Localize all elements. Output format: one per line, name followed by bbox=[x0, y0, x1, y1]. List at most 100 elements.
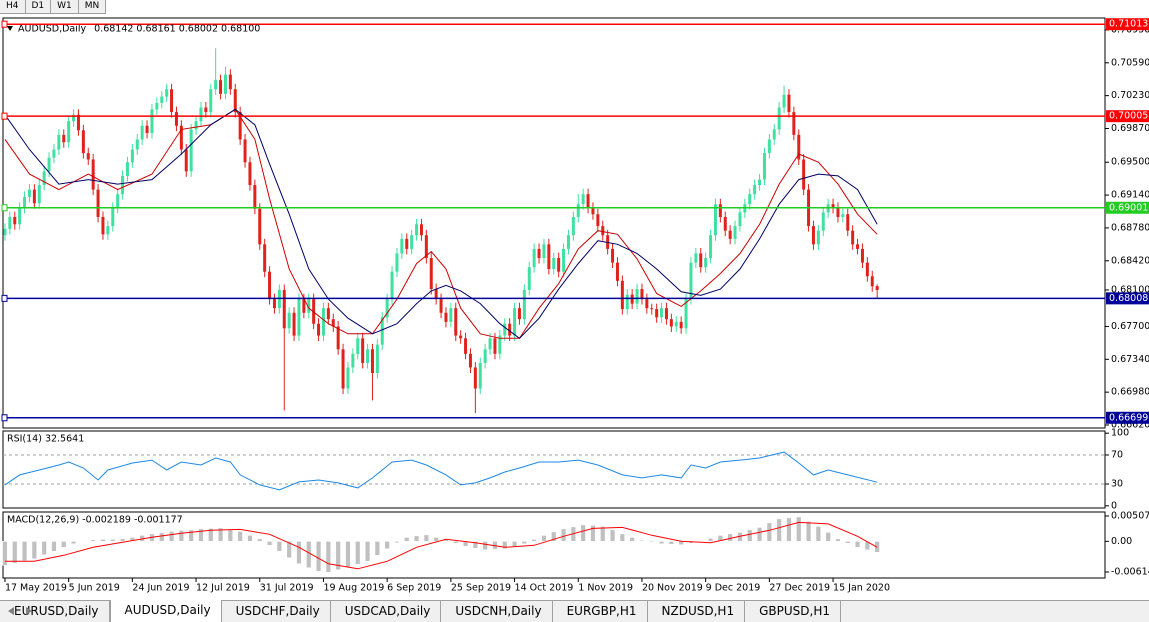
candle-body bbox=[596, 214, 600, 227]
candle-body bbox=[52, 149, 56, 158]
timeframe-button[interactable]: W1 bbox=[51, 0, 79, 14]
chart-tab[interactable]: GBPUSD,H1 bbox=[745, 601, 841, 622]
candle-body bbox=[228, 74, 232, 90]
candle-body bbox=[758, 179, 762, 186]
level-handle bbox=[1, 294, 8, 302]
macd-bar bbox=[580, 524, 586, 542]
level-label: 0.70005 bbox=[1109, 111, 1148, 122]
candle-body bbox=[816, 230, 820, 245]
candle-body bbox=[611, 248, 615, 263]
level-label-box bbox=[1106, 201, 1149, 214]
macd-bar bbox=[560, 528, 567, 542]
level-label-box bbox=[1106, 411, 1149, 424]
candle-body bbox=[204, 107, 208, 113]
macd-bar bbox=[776, 518, 782, 542]
macd-bar bbox=[423, 534, 430, 542]
moving-average bbox=[4, 108, 878, 339]
candle-body bbox=[268, 271, 272, 300]
level-label-box bbox=[1106, 18, 1149, 31]
candle-body bbox=[493, 338, 497, 354]
candle-body bbox=[170, 89, 174, 113]
candle-body bbox=[508, 323, 512, 336]
candle-body bbox=[174, 112, 178, 126]
chart-tab[interactable]: NZDUSD,H1 bbox=[648, 601, 746, 622]
candle-body bbox=[67, 121, 71, 143]
candle-body bbox=[302, 299, 306, 313]
candle-body bbox=[738, 212, 742, 227]
candle-body bbox=[199, 107, 203, 122]
macd-bar bbox=[159, 532, 165, 542]
macd-bar bbox=[413, 535, 420, 542]
chart-tab[interactable]: USDCNH,Daily bbox=[441, 601, 553, 622]
candle-body bbox=[640, 289, 644, 300]
collapse-icon[interactable] bbox=[7, 26, 13, 31]
timeframe-button[interactable]: D1 bbox=[25, 0, 52, 14]
candle-body bbox=[165, 89, 169, 97]
y-tick-label: 30 bbox=[1111, 479, 1123, 490]
timeframe-button[interactable]: H4 bbox=[0, 0, 26, 14]
candle-body bbox=[468, 353, 472, 368]
y-tick-label: 0.00 bbox=[1111, 536, 1132, 547]
macd-bar bbox=[80, 541, 87, 543]
candle-body bbox=[792, 112, 796, 135]
candle-body bbox=[547, 244, 551, 269]
chart-tab[interactable]: EURUSD,Daily bbox=[0, 601, 110, 622]
macd-bar bbox=[551, 531, 557, 542]
candle-body bbox=[821, 212, 825, 231]
candle-body bbox=[723, 216, 727, 231]
macd-bar bbox=[198, 528, 204, 542]
candle-body bbox=[307, 299, 311, 313]
candle-body bbox=[297, 299, 301, 336]
level-label: 0.68008 bbox=[1109, 293, 1148, 304]
candle-body bbox=[42, 171, 46, 186]
candle-body bbox=[767, 139, 771, 154]
candle-body bbox=[346, 367, 350, 389]
candle-body bbox=[292, 312, 296, 336]
candle-body bbox=[615, 262, 619, 281]
macd-bar bbox=[51, 541, 57, 552]
macd-bar bbox=[433, 537, 439, 542]
y-tick-label: 0.005076 bbox=[1111, 511, 1149, 522]
candle-body bbox=[704, 258, 708, 268]
candle-body bbox=[238, 112, 242, 140]
candle-body bbox=[111, 207, 115, 227]
candle-body bbox=[400, 238, 404, 254]
candle-body bbox=[625, 294, 629, 310]
macd-bar bbox=[502, 541, 508, 550]
candle-body bbox=[390, 271, 394, 300]
x-tick-label: 6 Sep 2019 bbox=[387, 583, 441, 594]
candle-body bbox=[831, 204, 835, 208]
candle-body bbox=[253, 185, 257, 209]
chart-tab[interactable]: EURGBP,H1 bbox=[553, 601, 648, 622]
candle-body bbox=[130, 149, 134, 163]
candle-body bbox=[57, 134, 61, 150]
macd-bar bbox=[374, 541, 381, 556]
y-tick-label: -0.006148 bbox=[1111, 566, 1149, 577]
y-tick-label: 100 bbox=[1111, 428, 1129, 439]
x-tick-label: 1 Nov 2019 bbox=[578, 583, 633, 594]
candle-body bbox=[8, 216, 12, 229]
candle-body bbox=[86, 153, 90, 160]
timeframe-button[interactable]: MN bbox=[78, 0, 107, 14]
chart-tab[interactable]: USDCAD,Daily bbox=[331, 601, 442, 622]
candle-body bbox=[503, 323, 507, 336]
macd-bar bbox=[629, 537, 635, 542]
level-handle bbox=[1, 112, 8, 120]
chart-tab[interactable]: USDCHF,Daily bbox=[222, 601, 331, 622]
candle-body bbox=[194, 121, 198, 130]
candle-body bbox=[811, 226, 815, 245]
tab-scroll[interactable] bbox=[0, 601, 40, 621]
candle-body bbox=[537, 248, 541, 259]
macd-bar bbox=[110, 539, 116, 542]
candle-body bbox=[233, 89, 237, 113]
candle-body bbox=[498, 335, 502, 354]
candle-body bbox=[135, 139, 139, 150]
x-tick-label: 25 Sep 2019 bbox=[451, 583, 511, 594]
macd-bar bbox=[345, 541, 351, 568]
macd-bar bbox=[600, 526, 606, 542]
candle-body bbox=[449, 308, 453, 322]
candle-body bbox=[620, 280, 624, 310]
candle-body bbox=[517, 308, 521, 320]
candle-body bbox=[777, 107, 781, 130]
chart-tab[interactable]: AUDUSD,Daily bbox=[109, 600, 222, 622]
